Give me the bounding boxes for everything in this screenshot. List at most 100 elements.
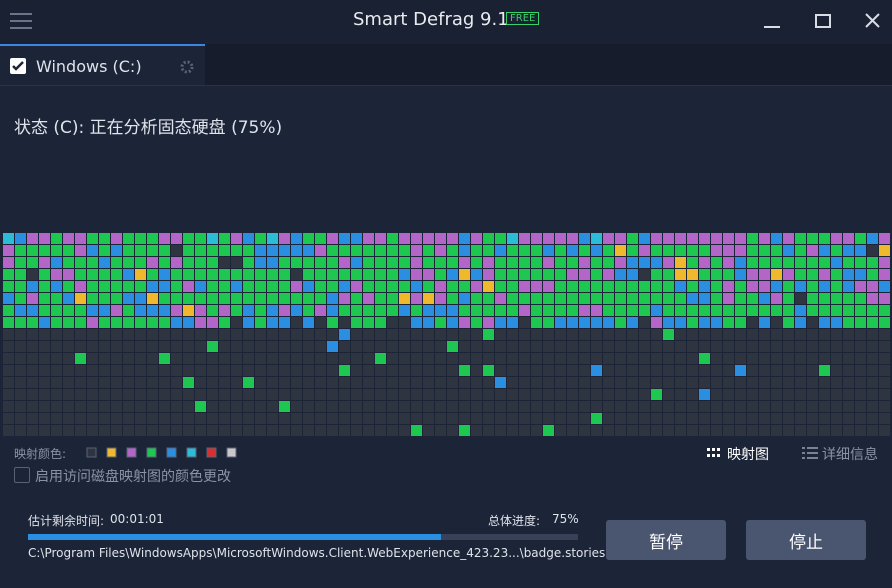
map-cell [615,233,626,244]
map-cell [423,329,434,340]
map-cell [327,245,338,256]
map-cell [831,353,842,364]
map-cell [111,233,122,244]
map-cell [387,413,398,424]
tab-checkbox[interactable] [10,58,26,74]
map-cell [651,245,662,256]
map-cell [351,401,362,412]
map-cell [423,317,434,328]
map-cell [171,257,182,268]
map-cell [3,353,14,364]
map-cell [15,233,26,244]
map-cell [255,317,266,328]
map-cell [123,353,134,364]
map-cell [339,353,350,364]
map-cell [135,281,146,292]
map-cell [171,341,182,352]
map-cell [351,329,362,340]
map-cell [471,317,482,328]
map-cell [555,425,566,436]
map-cell [231,353,242,364]
map-cell [327,377,338,388]
map-cell [483,413,494,424]
map-cell [123,245,134,256]
drive-tab[interactable]: Windows (C:) [0,44,205,85]
map-cell [735,425,746,436]
option-checkbox[interactable] [14,467,30,483]
map-cell [447,245,458,256]
map-cell [183,377,194,388]
map-cell [459,413,470,424]
map-cell [519,353,530,364]
map-cell [855,305,866,316]
map-cell [51,281,62,292]
map-view[interactable]: 映射图 [727,447,769,463]
map-cell [423,245,434,256]
map-cell [819,341,830,352]
map-cell [135,353,146,364]
map-cell [411,377,422,388]
map-cell [375,281,386,292]
map-view-icon[interactable] [707,447,721,459]
map-cell [639,425,650,436]
map-cell [759,317,770,328]
map-cell [399,389,410,400]
map-cell [795,257,806,268]
map-cell [207,293,218,304]
map-cell [183,425,194,436]
map-cell [375,317,386,328]
map-cell [879,293,890,304]
map-cell [447,365,458,376]
map-cell [843,377,854,388]
menu-icon[interactable] [10,12,32,30]
window-controls[interactable] [760,12,880,32]
pause-button[interactable]: 暂停 [606,520,726,560]
map-cell [459,245,470,256]
map-cell [387,353,398,364]
map-cell [267,257,278,268]
stop-button[interactable]: 停止 [746,520,866,560]
details-view[interactable]: 详细信息 [822,447,878,463]
map-cell [315,353,326,364]
map-cell [411,341,422,352]
legend-swatch [206,447,217,458]
map-cell [267,329,278,340]
map-cell [495,305,506,316]
map-cell [27,293,38,304]
map-cell [3,305,14,316]
map-cell [747,233,758,244]
map-cell [543,389,554,400]
map-cell [591,365,602,376]
map-cell [783,245,794,256]
map-cell [603,233,614,244]
map-cell [675,365,686,376]
map-cell [255,401,266,412]
map-cell [279,353,290,364]
map-cell [579,425,590,436]
map-cell [135,413,146,424]
map-cell [243,269,254,280]
map-cell [567,305,578,316]
map-cell [651,257,662,268]
map-cell [27,329,38,340]
map-cell [99,317,110,328]
map-cell [399,341,410,352]
map-cell [867,245,878,256]
details-icon[interactable] [802,447,818,459]
map-cell [723,341,734,352]
map-cell [435,245,446,256]
map-cell [63,293,74,304]
map-cell [195,377,206,388]
map-cell [699,413,710,424]
map-cell [519,269,530,280]
map-cell [75,389,86,400]
map-cell [555,317,566,328]
option-label[interactable]: 启用访问磁盘映射图的颜色更改 [35,469,231,485]
map-cell [51,377,62,388]
map-cell [759,377,770,388]
map-cell [615,257,626,268]
map-cell [39,245,50,256]
map-cell [3,341,14,352]
map-cell [627,401,638,412]
map-cell [567,401,578,412]
